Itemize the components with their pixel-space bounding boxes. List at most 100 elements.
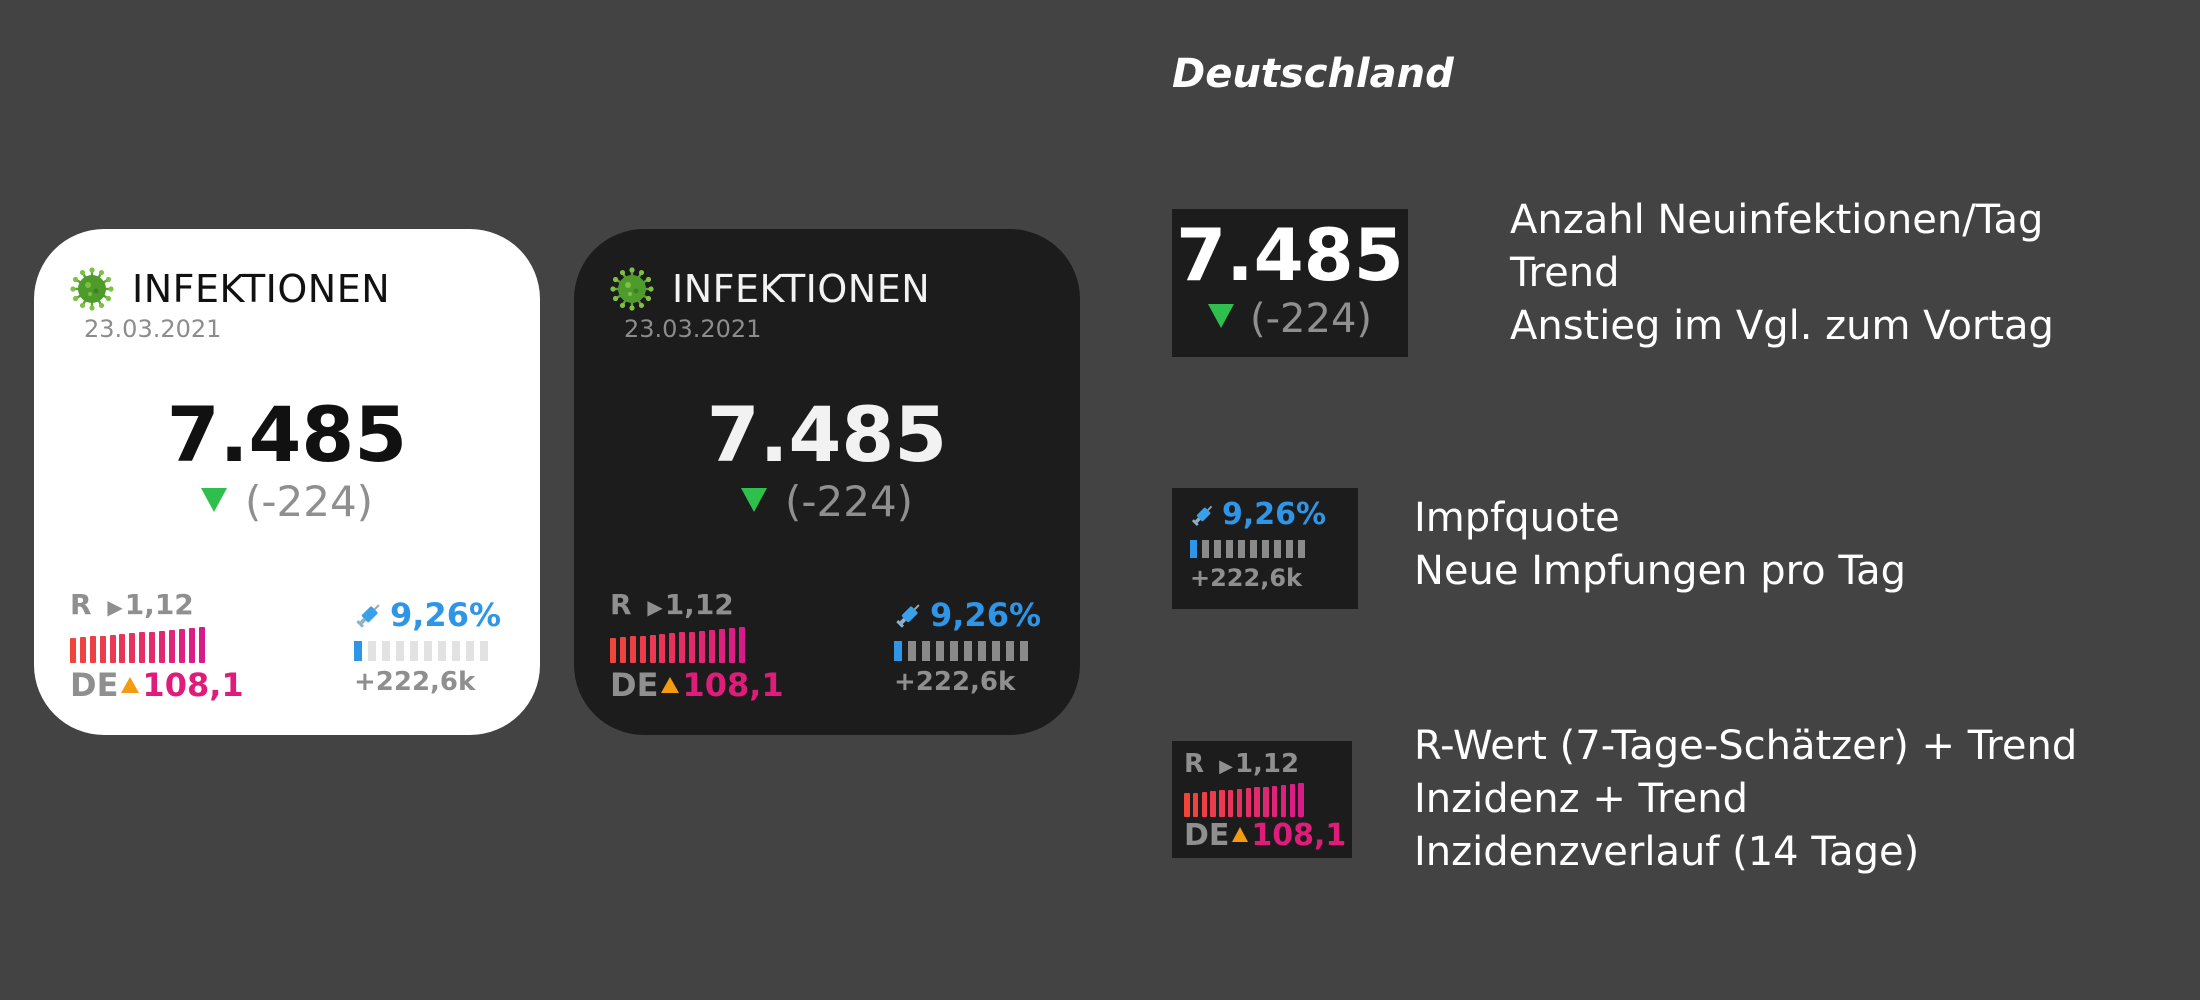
incidence-bar [1245, 788, 1252, 817]
incidence-bar [679, 632, 686, 663]
vaccination-rate: 9,26% [390, 596, 502, 634]
incidence-bar [168, 629, 175, 663]
incidence-bar [610, 637, 616, 663]
legend-rvalue-box: R ▶1,12 DE 108,1 [1172, 741, 1352, 858]
incidence-bar [89, 636, 96, 663]
triangle-up-icon [121, 677, 140, 693]
triangle-right-icon: ▶ [647, 595, 663, 619]
incidence-bar [1254, 787, 1260, 817]
incidence-history-chart [610, 627, 784, 663]
new-vaccinations: +222,6k [354, 667, 476, 697]
vaccination-rate-line: 9,26% [354, 599, 501, 631]
vaccination-progress-bar [1190, 540, 1326, 558]
incidence-bar [1289, 784, 1296, 817]
r-label: R [70, 588, 92, 621]
incidence-bar [1280, 785, 1287, 817]
legend-rvalue-desc: R-Wert (7-Tage-Schätzer) + Trend Inziden… [1414, 720, 2077, 879]
vaccination-segment [424, 641, 432, 661]
incidence-bar [119, 634, 126, 663]
desc-line: Impfquote [1414, 495, 1620, 541]
vaccination-rate: 9,26% [1222, 497, 1327, 532]
vaccination-segment [922, 641, 930, 661]
widget-dark[interactable]: INFEKTIONEN 23.03.2021 7.485 (-224) R ▶1… [574, 229, 1080, 735]
incidence-bar [708, 629, 715, 663]
incidence-bar [1201, 791, 1208, 817]
widget-header: INFEKTIONEN [70, 267, 390, 311]
incidence-value: 108,1 [142, 666, 244, 704]
incidence-bar [699, 630, 706, 663]
desc-line: Trend [1510, 250, 1620, 296]
incidence-history-chart [70, 627, 244, 663]
vaccination-segment [1250, 540, 1257, 558]
incidence-bar [1227, 789, 1234, 817]
triangle-right-icon: ▶ [107, 595, 123, 619]
incidence-bar [629, 636, 636, 663]
incidence-bar [718, 629, 725, 663]
vaccination-segment [396, 641, 404, 661]
incidence-bar [188, 628, 195, 663]
incidence-line: DE 108,1 [70, 669, 244, 701]
delta-value: (-224) [784, 477, 914, 526]
triangle-right-icon: ▶ [1219, 756, 1233, 777]
r-value-line: R ▶1,12 [70, 591, 244, 619]
incidence-history-chart [1184, 783, 1346, 817]
incidence-value: 108,1 [682, 666, 784, 704]
vaccination-segment [1262, 540, 1269, 558]
new-vaccinations: +222,6k [894, 667, 1016, 697]
de-label: DE [70, 666, 119, 704]
vaccination-segment [438, 641, 446, 661]
desc-line: Neue Impfungen pro Tag [1414, 548, 1907, 594]
incidence-bar [1236, 789, 1243, 817]
vaccination-segment [992, 641, 1000, 661]
incidence-bar [1298, 783, 1304, 817]
vaccination-rate: 9,26% [930, 596, 1042, 634]
vaccination-segment [964, 641, 972, 661]
incidence-bar [1219, 790, 1225, 817]
incidence-bar [178, 629, 185, 663]
triangle-up-icon [661, 677, 680, 693]
vaccination-segment [1238, 540, 1245, 558]
r-incidence-block: R ▶1,12 DE 108,1 [70, 591, 244, 701]
infections-delta: (-224) [574, 481, 1080, 523]
vaccination-block: 9,26% +222,6k [1190, 500, 1326, 590]
vaccination-rate-line: 9,26% [1190, 500, 1326, 530]
incidence-bar [639, 635, 646, 663]
section-title: Deutschland [1172, 51, 1454, 97]
virus-icon [70, 267, 114, 311]
incidence-bar [149, 631, 156, 663]
legend-infections-desc: Anzahl Neuinfektionen/Tag Trend Anstieg … [1510, 194, 2054, 353]
vaccination-segment [368, 641, 376, 661]
r-value: 1,12 [1234, 749, 1300, 779]
incidence-value: 108,1 [1251, 818, 1347, 853]
vaccination-segment [1202, 540, 1209, 558]
desc-line: Inzidenzverlauf (14 Tage) [1414, 829, 1920, 875]
incidence-bar [1263, 786, 1269, 817]
widget-light[interactable]: INFEKTIONEN 23.03.2021 7.485 (-224) R ▶1… [34, 229, 540, 735]
desc-line: R-Wert (7-Tage-Schätzer) + Trend [1414, 723, 2078, 769]
r-incidence-block: R ▶1,12 DE 108,1 [1184, 751, 1346, 851]
vaccination-segment [936, 641, 944, 661]
incidence-bar [728, 628, 735, 663]
legend-infections-delta: (-224) [1172, 299, 1408, 339]
incidence-bar [1271, 785, 1278, 817]
de-label: DE [610, 666, 659, 704]
vaccination-segment [1006, 641, 1014, 661]
vaccination-segment [410, 641, 418, 661]
vaccination-segment [382, 641, 390, 661]
incidence-bar [198, 627, 205, 663]
incidence-bar [1192, 792, 1199, 817]
vaccination-block: 9,26% +222,6k [894, 599, 1041, 695]
legend-infections-box: 7.485 (-224) [1172, 209, 1408, 357]
vaccination-segment [950, 641, 958, 661]
incidence-bar [1210, 791, 1216, 817]
widget-title: INFEKTIONEN [132, 267, 391, 311]
r-value: 1,12 [664, 588, 734, 621]
vaccination-segment [894, 641, 902, 661]
vaccination-segment [1226, 540, 1233, 558]
r-value-line: R ▶1,12 [1184, 751, 1346, 777]
vaccination-segment [1274, 540, 1281, 558]
incidence-bar [109, 634, 116, 663]
de-label: DE [1184, 818, 1230, 853]
triangle-down-icon [1208, 304, 1234, 328]
incidence-line: DE 108,1 [1184, 821, 1346, 851]
